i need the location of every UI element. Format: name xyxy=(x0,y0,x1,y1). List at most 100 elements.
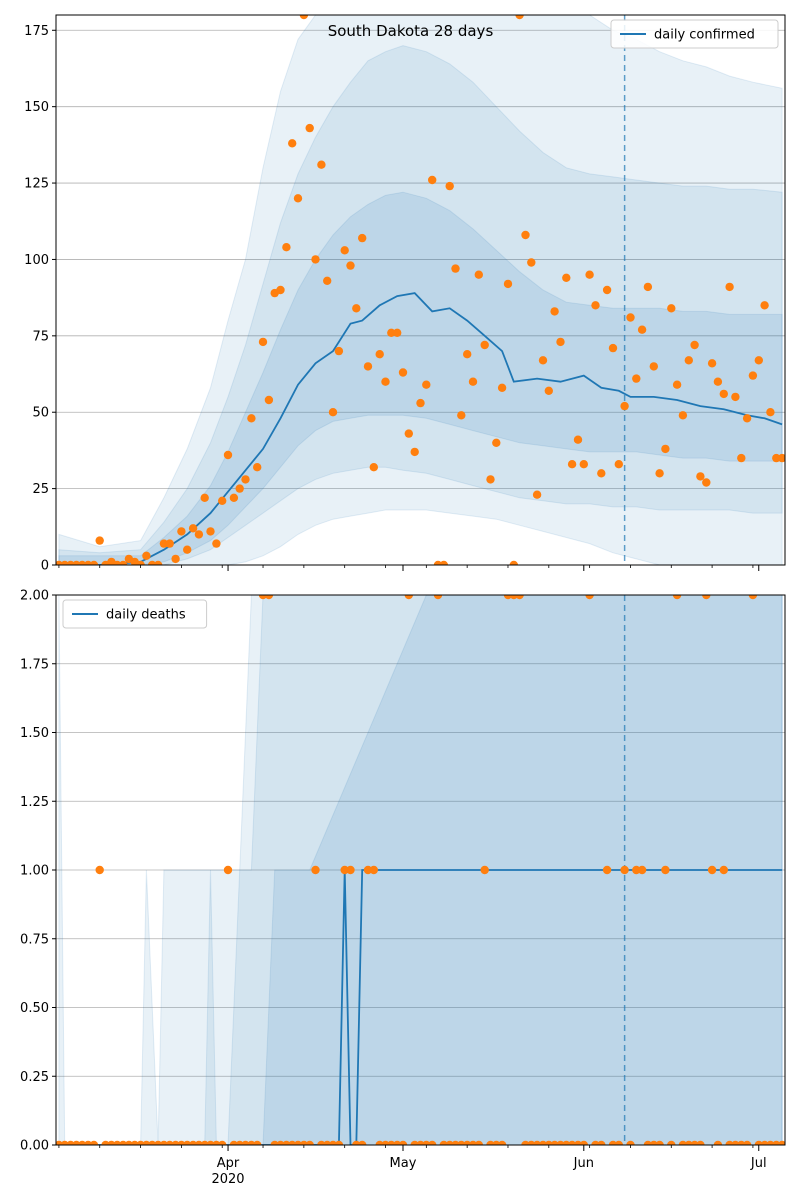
confirmed-data-point xyxy=(754,356,763,365)
confirmed-data-point xyxy=(748,371,758,380)
confirmed-legend-box xyxy=(610,19,779,49)
deaths-data-point xyxy=(602,865,612,875)
deaths-xtick-label: Apr xyxy=(217,1156,240,1171)
deaths-data-point xyxy=(346,865,355,875)
confirmed-data-point xyxy=(626,313,635,322)
confirmed-data-point xyxy=(439,560,448,565)
confirmed-data-point xyxy=(591,301,600,310)
deaths-ytick-label: 0.00 xyxy=(20,1139,49,1154)
deaths-data-point xyxy=(637,865,647,875)
confirmed-data-point xyxy=(183,545,192,554)
deaths-data-point xyxy=(363,865,373,875)
confirmed-ytick-label: 25 xyxy=(32,482,49,497)
confirmed-data-point xyxy=(235,484,244,493)
deaths-data-point xyxy=(358,1140,367,1145)
deaths-data-point xyxy=(707,865,717,875)
confirmed-ytick-label: 0 xyxy=(41,559,49,574)
deaths-xtick-label: Jun xyxy=(573,1156,594,1171)
confirmed-data-point xyxy=(742,414,752,423)
confirmed-data-point xyxy=(731,392,740,402)
confirmed-data-point xyxy=(253,463,262,472)
deaths-ytick-label: 1.50 xyxy=(20,726,49,741)
deaths-data-point xyxy=(655,1140,664,1145)
deaths-data-point xyxy=(398,1140,408,1145)
confirmed-ytick-label: 125 xyxy=(24,177,49,192)
deaths-observed-points xyxy=(56,595,785,1145)
deaths-data-point xyxy=(719,865,728,875)
confirmed-data-point xyxy=(474,270,483,279)
deaths-data-point xyxy=(340,865,349,875)
deaths-xtick-label: Jul xyxy=(750,1156,767,1171)
confirmed-data-point xyxy=(200,493,209,502)
confirmed-data-point xyxy=(608,343,618,353)
confirmed-data-point xyxy=(661,444,670,454)
confirmed-data-point xyxy=(334,346,344,356)
confirmed-data-point xyxy=(311,255,320,264)
confirmed-data-point xyxy=(352,304,361,313)
confirmed-data-point xyxy=(299,15,309,20)
confirmed-data-point xyxy=(503,279,513,289)
confirmed-data-point xyxy=(637,325,647,334)
confirmed-data-point xyxy=(282,243,291,252)
confirmed-data-point xyxy=(264,395,274,405)
confirmed-data-point xyxy=(445,181,454,191)
deaths-data-point xyxy=(713,1140,723,1145)
confirmed-data-point xyxy=(632,374,641,383)
confirmed-data-point xyxy=(404,429,413,438)
confirmed-data-point xyxy=(375,350,384,359)
confirmed-data-point xyxy=(777,453,785,463)
confirmed-data-point xyxy=(340,246,349,255)
confirmed-data-point xyxy=(323,276,332,285)
deaths-data-point xyxy=(614,1140,623,1145)
confirmed-data-point xyxy=(258,337,268,347)
deaths-data-point xyxy=(89,1140,99,1145)
confirmed-data-point xyxy=(206,527,215,536)
confirmed-ytick-label: 50 xyxy=(32,406,49,421)
deaths-data-point xyxy=(253,1140,262,1145)
confirmed-data-point xyxy=(398,368,408,377)
confirmed-data-point xyxy=(194,530,204,539)
confirmed-data-point xyxy=(527,258,536,267)
confirmed-data-point xyxy=(328,408,338,417)
deaths-ytick-label: 1.75 xyxy=(20,657,49,672)
confirmed-data-point xyxy=(142,551,151,560)
deaths-data-point xyxy=(515,595,524,600)
confirmed-data-point xyxy=(457,411,466,420)
confirmed-band-outer xyxy=(58,15,783,565)
confirmed-ytick-label: 150 xyxy=(24,100,49,115)
deaths-data-point xyxy=(626,1140,635,1145)
confirmed-data-point xyxy=(672,380,682,389)
deaths-ytick-label: 0.50 xyxy=(20,1001,49,1016)
confirmed-data-point xyxy=(293,194,303,203)
confirmed-data-point xyxy=(317,160,326,169)
confirmed-data-point xyxy=(585,270,594,279)
confirmed-data-point xyxy=(515,15,524,20)
confirmed-data-point xyxy=(247,414,256,423)
confirmed-data-point xyxy=(544,386,553,395)
confirmed-data-point xyxy=(573,435,583,444)
confirmed-data-point xyxy=(550,307,559,316)
deaths-data-point xyxy=(428,1140,437,1145)
confirmed-data-point xyxy=(223,450,233,460)
confirmed-data-point xyxy=(212,539,221,548)
deaths-data-point xyxy=(632,865,641,875)
confirmed-series-line xyxy=(58,292,783,565)
deaths-data-point xyxy=(597,1140,606,1145)
deaths-ytick-label: 0.75 xyxy=(20,932,49,947)
confirmed-data-point xyxy=(556,337,565,347)
confirmed-data-point xyxy=(381,377,390,386)
confirmed-data-point xyxy=(171,554,180,564)
deaths-data-point xyxy=(702,595,711,600)
confirmed-data-point xyxy=(497,383,507,392)
confirmed-data-point xyxy=(363,362,373,371)
confirmed-data-point xyxy=(760,301,769,310)
confirmed-data-point xyxy=(614,460,623,469)
deaths-data-point xyxy=(777,1140,785,1145)
confirmed-data-point xyxy=(532,490,542,499)
confirmed-data-point xyxy=(579,460,588,469)
confirmed-data-point xyxy=(387,328,396,337)
deaths-data-point xyxy=(474,1140,483,1145)
deaths-data-point xyxy=(433,595,443,600)
confirmed-data-point xyxy=(766,408,775,417)
deaths-data-point xyxy=(672,595,682,600)
